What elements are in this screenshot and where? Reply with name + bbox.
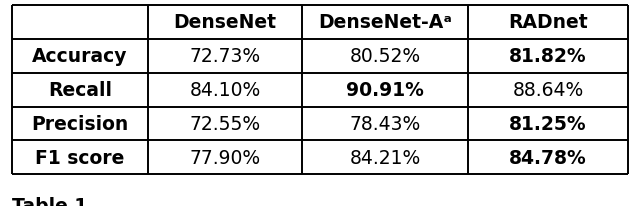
Text: DenseNet: DenseNet <box>173 13 276 32</box>
Text: 72.55%: 72.55% <box>189 114 260 133</box>
Text: Accuracy: Accuracy <box>32 47 128 66</box>
Text: 84.21%: 84.21% <box>349 148 420 167</box>
Text: RADnet: RADnet <box>508 13 588 32</box>
Text: 88.64%: 88.64% <box>513 81 584 100</box>
Text: 80.52%: 80.52% <box>349 47 420 66</box>
Text: 84.78%: 84.78% <box>509 148 587 167</box>
Text: Precision: Precision <box>31 114 129 133</box>
Text: 81.82%: 81.82% <box>509 47 587 66</box>
Text: F1 score: F1 score <box>35 148 125 167</box>
Text: 81.25%: 81.25% <box>509 114 587 133</box>
Text: DenseNet-Aᵃ: DenseNet-Aᵃ <box>318 13 452 32</box>
Text: 77.90%: 77.90% <box>189 148 260 167</box>
Text: Recall: Recall <box>48 81 112 100</box>
Text: 72.73%: 72.73% <box>189 47 260 66</box>
Text: 78.43%: 78.43% <box>349 114 420 133</box>
Text: Table 1: Table 1 <box>12 196 87 206</box>
Text: 90.91%: 90.91% <box>346 81 424 100</box>
Text: 84.10%: 84.10% <box>189 81 260 100</box>
